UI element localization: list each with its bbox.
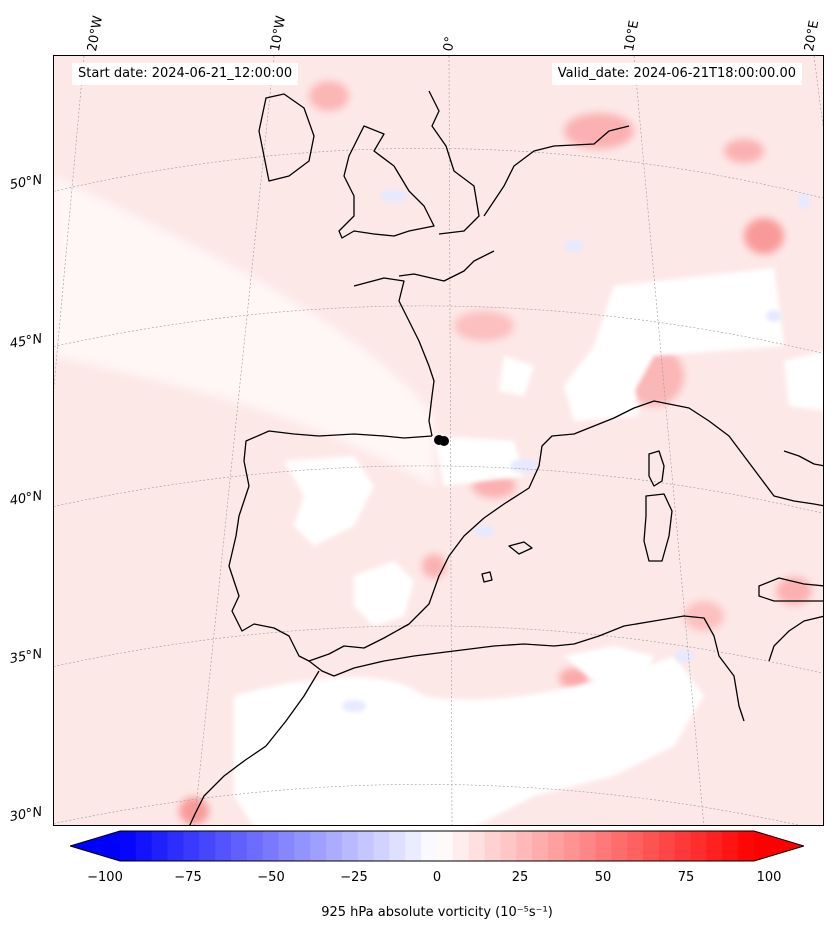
colorbar-segment <box>690 831 707 861</box>
colorbar-tick-0: 0 <box>432 870 442 885</box>
coast-channel <box>398 250 495 282</box>
colorbar-segment <box>595 831 612 861</box>
colorbar-segment <box>135 831 153 861</box>
colorbar-tick-50: 50 <box>594 870 612 885</box>
colorbar-segment <box>563 831 581 861</box>
colorbar-segment <box>722 831 739 861</box>
colorbar-segment <box>405 831 422 861</box>
colorbar-segment <box>294 831 311 861</box>
colorbar-title: 925 hPa absolute vorticity (10⁻⁵s⁻¹) <box>321 905 553 920</box>
graticule <box>54 56 823 825</box>
coast-tunisia <box>768 615 823 662</box>
location-marker <box>434 435 449 446</box>
colorbar-segment <box>167 831 184 861</box>
colorbar-segment <box>373 831 390 861</box>
colorbar-segment <box>246 831 264 861</box>
colorbar-segment <box>199 831 216 861</box>
coast-great-britain <box>338 125 435 239</box>
colorbar-segment <box>151 831 169 861</box>
colorbar-segment <box>183 831 200 861</box>
colorbar-tick--75: −75 <box>174 870 202 885</box>
coast-north-africa <box>308 615 745 722</box>
lon-label-10e: 10°E <box>622 19 643 53</box>
colorbar-segment <box>357 831 375 861</box>
colorbar-segment <box>643 831 660 861</box>
coast-ireland <box>258 93 315 182</box>
colorbar-segment <box>437 831 454 861</box>
colorbar-tick--25: −25 <box>340 870 368 885</box>
vorticity-map <box>54 56 823 825</box>
colorbar-segment <box>120 831 137 861</box>
colorbar-segment <box>326 831 343 861</box>
colorbar-segment <box>706 831 723 861</box>
lat-label-45n: 45°N <box>8 331 44 352</box>
coast-italy-west <box>668 403 823 507</box>
lat-label-35n: 35°N <box>8 646 44 667</box>
colorbar-segment <box>500 831 517 861</box>
colorbar-segment <box>421 831 438 861</box>
colorbar-segment <box>738 831 755 861</box>
lat-label-30n: 30°N <box>8 804 44 825</box>
coast-ibiza <box>481 571 493 583</box>
lon-label-10w: 10°W <box>268 14 290 53</box>
colorbar-extend-max <box>754 831 804 861</box>
colorbar-segment <box>547 831 565 861</box>
map-panel <box>53 55 824 826</box>
colorbar-extend-min <box>70 831 120 861</box>
colorbar-segment <box>215 831 232 861</box>
lon-label-20e: 20°E <box>802 19 823 53</box>
coast-adriatic <box>783 450 823 467</box>
colorbar-tick-75: 75 <box>677 870 695 885</box>
colorbar-segment <box>484 831 501 861</box>
colorbar-segment <box>278 831 295 861</box>
colorbar-segment <box>674 831 692 861</box>
coast-sardinia <box>643 493 673 562</box>
coastlines <box>189 90 823 825</box>
start-date-label: Start date: 2024-06-21_12:00:00 <box>72 63 299 85</box>
colorbar-segments <box>70 831 804 861</box>
colorbar-outline <box>70 830 804 862</box>
colorbar-segment <box>468 831 486 861</box>
colorbar-segment <box>389 831 406 861</box>
valid-date-label: Valid_date: 2024-06-21T18:00:00.00 <box>551 63 802 85</box>
lat-label-50n: 50°N <box>8 172 44 193</box>
lat-label-40n: 40°N <box>8 488 44 509</box>
colorbar-segment <box>658 831 676 861</box>
colorbar-tick-100: 100 <box>756 870 782 885</box>
lon-label-0: 0° <box>441 35 459 53</box>
coast-biscay <box>353 277 435 437</box>
coast-corsica <box>648 450 665 487</box>
colorbar-tick-25: 25 <box>511 870 529 885</box>
lon-label-20w: 20°W <box>85 14 107 53</box>
coast-north-sea <box>483 125 630 217</box>
coast-east-england <box>428 90 480 235</box>
colorbar <box>70 830 804 862</box>
colorbar-segment <box>579 831 596 861</box>
colorbar-segment <box>627 831 644 861</box>
colorbar-segment <box>262 831 279 861</box>
colorbar-segment <box>516 831 533 861</box>
colorbar-segment <box>532 831 549 861</box>
coast-mallorca <box>508 541 533 555</box>
coast-morocco-atlantic <box>189 670 320 825</box>
colorbar-tick--100: −100 <box>87 870 123 885</box>
atlantic-band <box>54 176 434 486</box>
colorbar-segment <box>611 831 628 861</box>
colorbar-tick--50: −50 <box>257 870 285 885</box>
coast-iberia <box>228 400 670 662</box>
colorbar-segment <box>230 831 248 861</box>
colorbar-segment <box>452 831 470 861</box>
zero-vorticity-regions <box>234 268 823 825</box>
coast-sicily <box>758 577 823 602</box>
colorbar-segment <box>310 831 327 861</box>
colorbar-segment <box>341 831 359 861</box>
